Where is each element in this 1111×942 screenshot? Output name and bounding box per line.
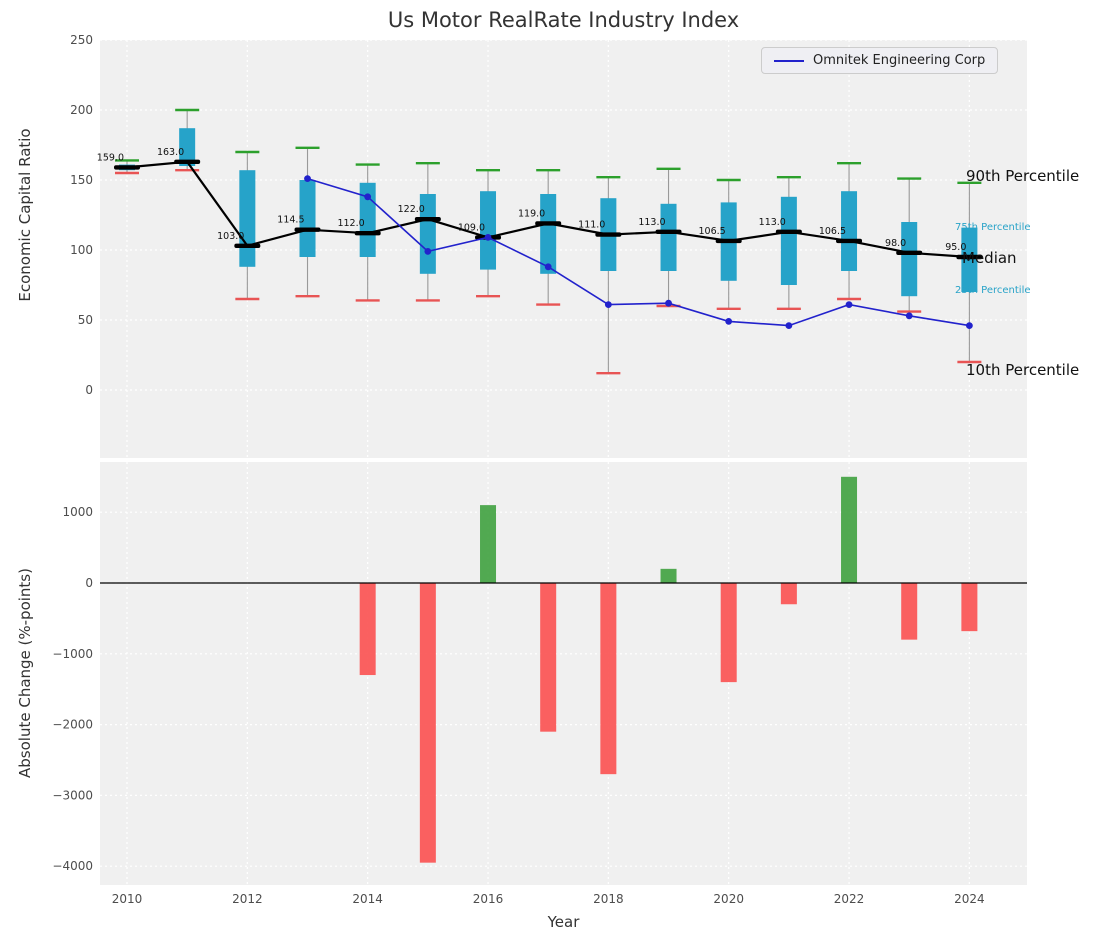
iqr-box — [419, 194, 436, 274]
bottom-y-tick-label: −1000 — [52, 647, 93, 661]
median-dash — [595, 232, 622, 237]
median-value-label: 114.5 — [277, 215, 304, 226]
iqr-box — [901, 222, 918, 297]
iqr-box — [780, 196, 797, 285]
median-value-label: 159.0 — [97, 152, 124, 163]
label-median: Median — [962, 249, 1017, 267]
company-point — [304, 175, 311, 183]
median-value-label: 106.5 — [819, 226, 846, 237]
bottom-y-tick-label: 1000 — [62, 505, 93, 519]
median-dash — [775, 229, 802, 234]
bottom-y-tick-label: 0 — [85, 576, 93, 590]
iqr-box — [480, 191, 497, 270]
change-bar — [359, 583, 376, 676]
iqr-box — [961, 227, 978, 292]
change-bar — [480, 505, 497, 583]
bottom-y-tick-label: −3000 — [52, 788, 93, 802]
iqr-box — [660, 203, 677, 271]
company-point — [905, 312, 913, 320]
median-value-label: 109.0 — [458, 222, 485, 233]
legend-label: Omnitek Engineering Corp — [813, 53, 986, 68]
median-value-label: 111.0 — [578, 220, 605, 231]
change-bar — [419, 583, 436, 863]
x-tick-label: 2018 — [593, 892, 624, 906]
median-dash — [715, 238, 742, 244]
change-bar — [961, 583, 978, 632]
x-tick-label: 2016 — [473, 892, 504, 906]
median-value-label: 106.5 — [698, 226, 725, 237]
median-dash — [174, 159, 201, 164]
iqr-box — [179, 128, 196, 166]
company-point — [965, 322, 973, 329]
median-value-label: 113.0 — [759, 217, 786, 228]
company-point — [424, 248, 432, 255]
median-value-label: 95.0 — [945, 242, 966, 253]
x-tick-label: 2024 — [954, 892, 985, 906]
company-point — [725, 318, 733, 325]
bottom-y-axis-label: Absolute Change (%-points) — [16, 568, 34, 778]
bottom-y-tick-label: −2000 — [52, 718, 93, 732]
iqr-box — [841, 191, 858, 271]
median-dash — [836, 238, 863, 244]
iqr-box — [239, 170, 256, 267]
change-bar — [660, 568, 677, 583]
change-bar — [600, 583, 617, 775]
top-y-tick-label: 250 — [70, 33, 93, 47]
median-value-label: 122.0 — [398, 204, 425, 215]
top-y-tick-label: 200 — [70, 103, 93, 117]
x-tick-label: 2012 — [232, 892, 263, 906]
label-10th-percentile: 10th Percentile — [966, 361, 1080, 379]
company-point — [785, 322, 793, 329]
median-dash — [896, 250, 923, 255]
change-bar — [901, 583, 918, 640]
label-75th-percentile: 75th Percentile — [955, 222, 1031, 233]
iqr-box — [540, 194, 557, 274]
top-y-tick-label: 100 — [70, 243, 93, 257]
median-dash — [354, 231, 381, 236]
change-bar — [540, 583, 557, 732]
company-point — [665, 299, 672, 307]
top-y-tick-label: 50 — [78, 313, 93, 327]
bottom-y-tick-label: −4000 — [52, 859, 93, 873]
median-dash — [114, 165, 140, 170]
iqr-box — [299, 180, 316, 257]
median-value-label: 98.0 — [885, 238, 906, 249]
median-value-label: 112.0 — [337, 218, 364, 229]
chart-title: Us Motor RealRate Industry Index — [387, 8, 740, 32]
x-tick-label: 2010 — [112, 892, 143, 906]
median-dash — [956, 254, 983, 260]
company-point — [845, 301, 853, 308]
top-y-tick-label: 0 — [85, 383, 93, 397]
median-value-label: 113.0 — [638, 217, 665, 228]
legend: Omnitek Engineering Corp — [761, 47, 999, 74]
company-point — [604, 301, 612, 308]
change-bar — [780, 583, 797, 605]
top-y-tick-label: 150 — [70, 173, 93, 187]
change-bar — [841, 476, 858, 583]
x-tick-label: 2022 — [834, 892, 865, 906]
legend-line-sample — [774, 59, 804, 62]
change-bar — [720, 583, 737, 683]
median-dash — [655, 229, 682, 234]
median-dash — [294, 227, 321, 232]
company-point — [364, 193, 372, 201]
median-dash — [414, 217, 441, 222]
company-line — [307, 177, 970, 327]
median-value-label: 119.0 — [518, 208, 545, 219]
median-dash — [535, 221, 562, 226]
label-90th-percentile: 90th Percentile — [966, 167, 1080, 185]
company-point — [484, 234, 492, 241]
x-tick-label: 2020 — [713, 892, 744, 906]
median-dash — [234, 243, 261, 248]
top-y-axis-label: Economic Capital Ratio — [16, 128, 34, 302]
x-tick-label: 2014 — [352, 892, 383, 906]
bottom-plot-area — [100, 462, 1027, 885]
label-25th-percentile: 25th Percentile — [955, 285, 1031, 296]
x-axis-label: Year — [547, 913, 580, 931]
company-point — [544, 263, 552, 271]
median-value-label: 163.0 — [157, 147, 184, 158]
median-value-label: 103.0 — [217, 231, 244, 242]
